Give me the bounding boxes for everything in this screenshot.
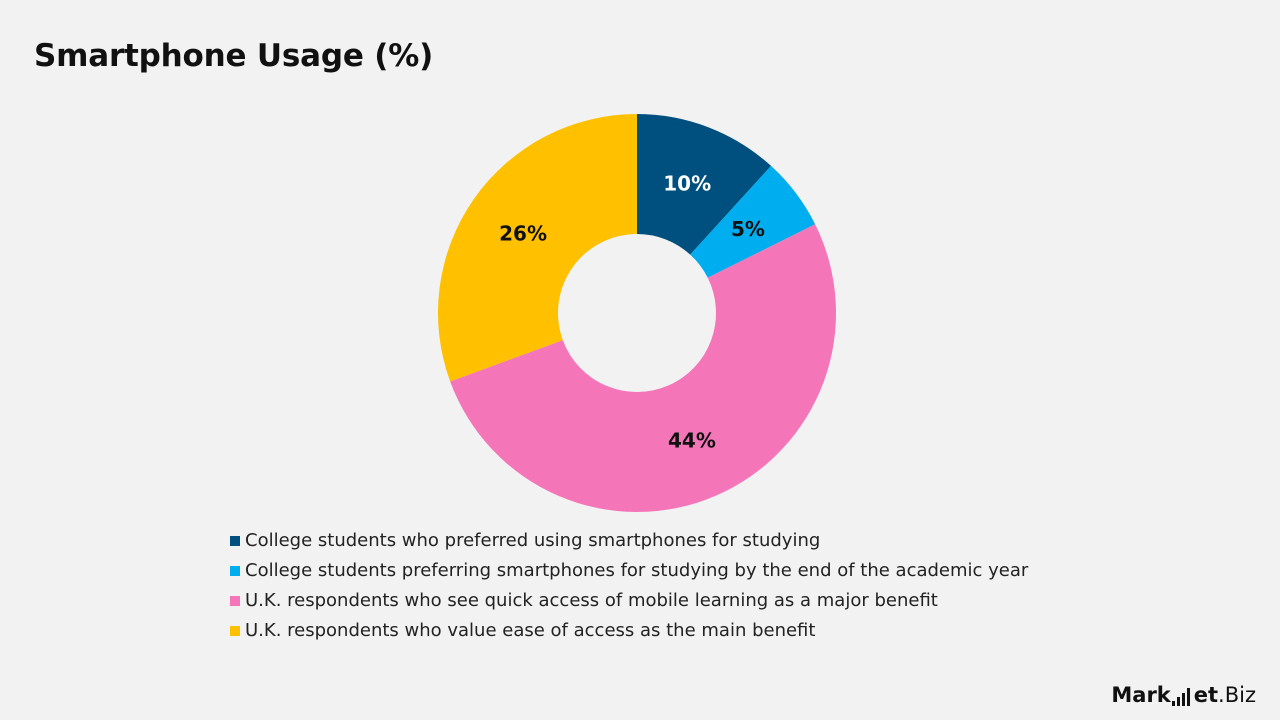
legend-swatch xyxy=(230,626,240,636)
legend-swatch xyxy=(230,596,240,606)
pie-slice-1 xyxy=(637,114,772,255)
logo-text-bold-end: et xyxy=(1193,683,1219,707)
pie-slice-4 xyxy=(438,114,637,382)
legend-item-3: U.K. respondents who see quick access of… xyxy=(230,586,1028,616)
slice-data-label-2: 5% xyxy=(731,217,765,241)
chart-title: Smartphone Usage (%) xyxy=(34,38,434,74)
legend-label: U.K. respondents who value ease of acces… xyxy=(245,620,816,641)
legend-label: College students who preferred using sma… xyxy=(245,530,821,551)
slice-data-label-3: 44% xyxy=(668,429,716,453)
legend-label: College students preferring smartphones … xyxy=(245,560,1029,581)
pie-slice-3 xyxy=(450,224,836,512)
marketbiz-logo: Mark et .Biz xyxy=(1111,664,1256,706)
legend-swatch xyxy=(230,566,240,576)
slice-data-label-1: 10% xyxy=(663,171,711,195)
logo-text-bold: Mark xyxy=(1111,683,1171,707)
legend-item-1: College students who preferred using sma… xyxy=(230,526,1028,556)
legend-label: U.K. respondents who see quick access of… xyxy=(245,590,938,611)
legend-item-2: College students preferring smartphones … xyxy=(230,556,1028,586)
logo-text-tail: .Biz xyxy=(1218,683,1256,707)
chart-legend: College students who preferred using sma… xyxy=(230,526,1028,646)
legend-item-4: U.K. respondents who value ease of acces… xyxy=(230,616,1028,646)
pie-slice-2 xyxy=(690,165,816,278)
legend-swatch xyxy=(230,536,240,546)
slice-data-label-4: 26% xyxy=(499,221,547,245)
bar-chart-icon xyxy=(1171,688,1192,706)
